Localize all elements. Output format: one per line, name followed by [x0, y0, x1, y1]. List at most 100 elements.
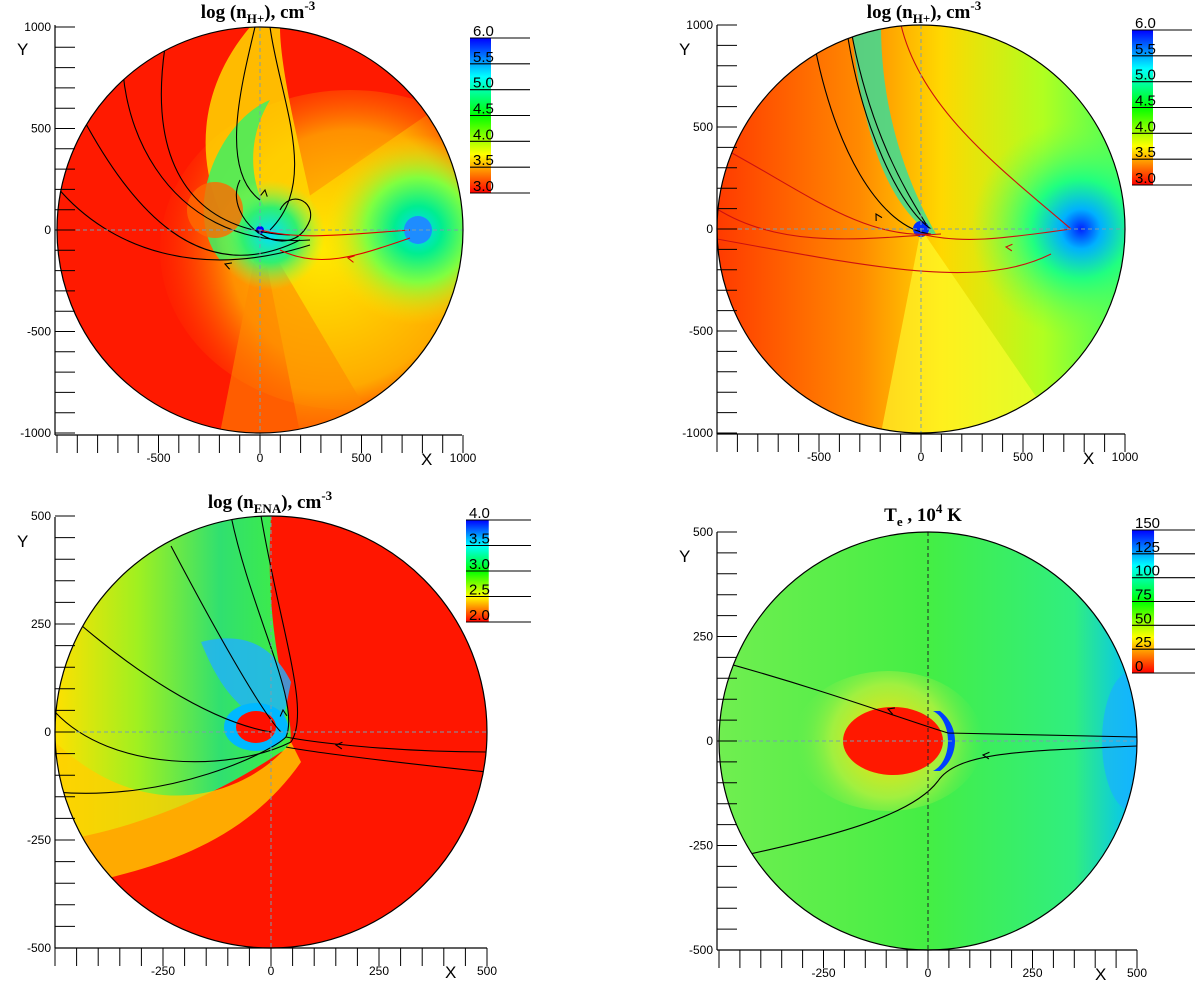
colorbar-tick-label: 5.5 [473, 49, 494, 66]
streamline [717, 238, 1052, 274]
y-tick-label: 1000 [24, 20, 51, 34]
streamline [285, 746, 487, 773]
hot-shock [933, 711, 955, 771]
x-tick-label: 500 [1013, 450, 1033, 464]
streamline [236, 27, 261, 201]
colorbar-tick-label: 3.5 [469, 531, 490, 548]
heatmap-region [55, 516, 291, 842]
streamline-arrow [279, 708, 288, 717]
colorbar-tick-label: 5.5 [1135, 41, 1156, 58]
colorbar-tick-label: 4.0 [469, 505, 490, 522]
streamline [279, 237, 411, 261]
y-tick-label: 500 [693, 525, 713, 539]
streamline [900, 25, 1072, 230]
x-tick-label: 0 [918, 450, 925, 464]
colorbar-tick-label: 4.5 [473, 101, 494, 118]
streamline [55, 601, 272, 733]
heatmap-region [881, 229, 1061, 433]
colorbar-tick-label: 3.0 [473, 178, 494, 195]
chart-title: log (nH+), cm-3 [201, 0, 316, 26]
x-axis-label: X [445, 963, 456, 982]
x-tick-label: 0 [257, 451, 264, 465]
x-tick-label: 250 [369, 964, 389, 978]
y-tick-label: -500 [27, 941, 51, 955]
x-tick-label: -500 [146, 451, 170, 465]
colorbar-tick-label: 150 [1135, 515, 1160, 532]
colorbar-tick-label: 5.0 [1135, 67, 1156, 84]
streamline [160, 46, 291, 236]
chart-panel: -1000 -500 0 500 1000 -500 0 500 1000 Y X 3.0 3.5 4.0… [17, 0, 530, 469]
streamline-arrow [334, 741, 343, 750]
x-tick-label: -250 [811, 966, 835, 980]
colorbar-tick-label: 2.0 [469, 607, 490, 624]
colorbar-tick-label: 3.0 [1135, 170, 1156, 187]
heatmap-region [55, 742, 301, 892]
y-tick-label: 0 [44, 223, 51, 237]
y-tick-label: 500 [31, 509, 51, 523]
chart-title: log (nENA), cm-3 [208, 488, 333, 516]
colorbar-tick-label: 50 [1135, 610, 1152, 627]
y-tick-label: -1000 [682, 426, 713, 440]
streamline [850, 29, 927, 225]
y-tick-label: -500 [689, 324, 713, 338]
streamline-arrow [346, 255, 355, 263]
streamline-arrow [875, 213, 883, 222]
chart-title: log (nH+), cm-3 [867, 0, 982, 26]
colorbar-tick-label: 6.0 [473, 23, 494, 40]
x-tick-label: 500 [351, 451, 371, 465]
y-tick-label: 0 [44, 725, 51, 739]
colorbar-tick-label: 3.5 [1135, 144, 1156, 161]
colorbar-tick-label: 3.0 [469, 556, 490, 573]
colorbar-tick-label: 100 [1135, 563, 1160, 580]
streamline [235, 179, 312, 242]
streamline [717, 144, 932, 235]
streamline-arrow [1004, 243, 1013, 252]
y-axis-label: Y [17, 532, 28, 551]
colorbar-tick-label: 75 [1135, 587, 1152, 604]
x-axis-label: X [421, 450, 432, 469]
y-tick-label: 0 [706, 222, 713, 236]
heatmap-region [851, 25, 936, 234]
y-tick-label: 250 [693, 630, 713, 644]
x-tick-label: 1000 [450, 451, 477, 465]
x-tick-label: 0 [925, 966, 932, 980]
y-tick-label: 1000 [686, 18, 713, 32]
colorbar-tick-label: 3.5 [473, 152, 494, 169]
x-tick-label: 0 [268, 964, 275, 978]
colorbar-tick-label: 4.0 [473, 126, 494, 143]
x-axis-label: X [1083, 449, 1094, 468]
y-tick-label: 500 [31, 122, 51, 136]
streamline [719, 660, 1137, 738]
y-tick-label: -500 [27, 325, 51, 339]
streamline [259, 229, 411, 237]
heatmap-field [57, 27, 463, 433]
colorbar-tick-label: 6.0 [1135, 15, 1156, 32]
y-axis-label: Y [679, 40, 690, 59]
colorbar-tick-label: 2.5 [469, 582, 490, 599]
heatmap-region [187, 182, 243, 238]
colorbar-tick-label: 25 [1135, 634, 1152, 651]
colorbar-tick-label: 4.5 [1135, 93, 1156, 110]
streamline-arrow [886, 707, 896, 715]
streamline [170, 545, 282, 733]
streamline-arrow [223, 262, 233, 270]
streamline [920, 228, 1072, 241]
streamline [260, 516, 299, 743]
x-axis-label: X [1095, 965, 1106, 984]
streamline [57, 186, 311, 261]
chart-panel: -1000 -500 0 500 1000 -500 0 500 1000 Y X 3.0 3.5 4.0… [679, 0, 1192, 468]
streamline [717, 208, 942, 240]
y-tick-label: 0 [706, 734, 713, 748]
streamline [269, 27, 296, 231]
y-axis-label: Y [17, 40, 28, 59]
x-tick-label: -250 [151, 964, 175, 978]
y-tick-label: -500 [689, 943, 713, 957]
x-tick-label: -500 [807, 450, 831, 464]
colorbar-tick-label: 5.0 [473, 75, 494, 92]
y-tick-label: 500 [693, 120, 713, 134]
x-tick-label: 500 [477, 964, 497, 978]
dense-core [404, 216, 432, 244]
